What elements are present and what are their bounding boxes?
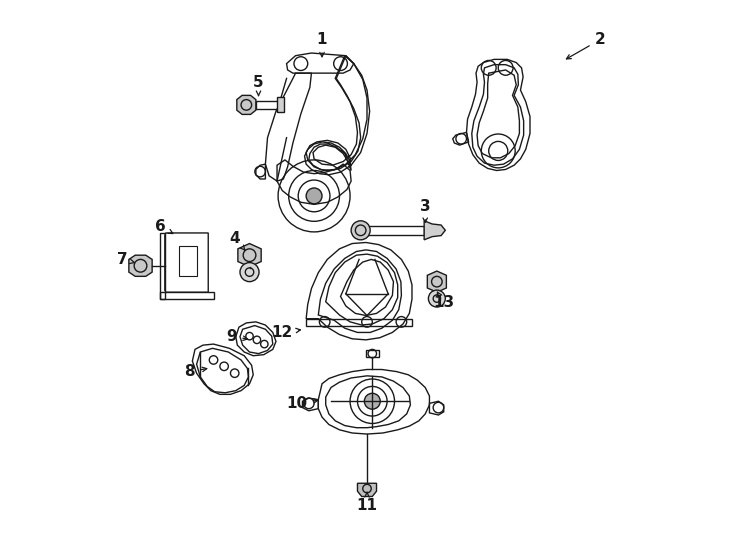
Text: 4: 4 xyxy=(230,231,245,250)
Polygon shape xyxy=(129,255,152,276)
Text: 2: 2 xyxy=(567,32,606,59)
Circle shape xyxy=(351,221,370,240)
Text: 6: 6 xyxy=(155,219,172,234)
Text: 13: 13 xyxy=(433,292,454,310)
Circle shape xyxy=(306,188,322,204)
Polygon shape xyxy=(427,271,446,292)
Text: 12: 12 xyxy=(272,325,300,340)
Text: 5: 5 xyxy=(253,75,264,96)
Circle shape xyxy=(240,262,259,282)
Polygon shape xyxy=(424,221,446,240)
Polygon shape xyxy=(237,96,256,114)
Text: 9: 9 xyxy=(227,329,247,343)
Circle shape xyxy=(429,290,446,307)
Polygon shape xyxy=(277,98,285,112)
Text: 11: 11 xyxy=(357,492,377,513)
Text: 7: 7 xyxy=(117,252,134,267)
Text: 10: 10 xyxy=(286,396,318,411)
Text: 1: 1 xyxy=(317,32,327,57)
Text: 3: 3 xyxy=(420,199,431,222)
Circle shape xyxy=(364,393,380,409)
Polygon shape xyxy=(357,483,377,496)
Text: 8: 8 xyxy=(184,364,207,379)
Polygon shape xyxy=(238,244,261,267)
